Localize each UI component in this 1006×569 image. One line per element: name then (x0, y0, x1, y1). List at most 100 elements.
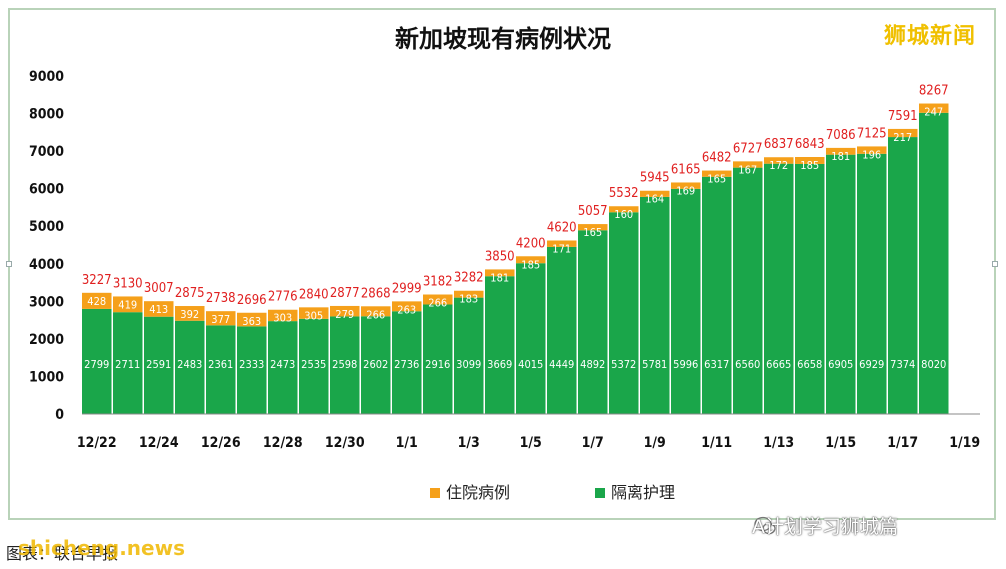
data-label-total: 3282 (454, 271, 484, 286)
data-label-hospital: 377 (211, 313, 230, 326)
data-label-isolation: 5372 (611, 358, 636, 371)
data-label-total: 4620 (547, 220, 577, 235)
data-label-isolation: 4015 (518, 358, 543, 371)
y-tick-label: 5000 (29, 219, 64, 235)
data-label-isolation: 2473 (270, 358, 295, 371)
bar-hospital (113, 296, 143, 313)
bar-isolation (764, 163, 794, 414)
bar-isolation (392, 311, 422, 414)
data-label-hospital: 172 (769, 159, 788, 172)
bar-isolation (113, 312, 143, 414)
data-label-isolation: 7374 (890, 358, 915, 371)
data-label-isolation: 6929 (859, 358, 884, 371)
data-label-isolation: 3099 (456, 358, 481, 371)
y-tick-label: 7000 (29, 144, 64, 160)
data-label-isolation: 2916 (425, 358, 450, 371)
bar-hospital (330, 305, 360, 317)
chart-title: 新加坡现有病例状况 (395, 25, 611, 53)
data-label-hospital: 363 (242, 315, 261, 328)
footer-url-watermark: shicheng.news (18, 536, 185, 560)
bar-hospital (640, 190, 670, 197)
x-tick-label: 12/22 (77, 435, 117, 451)
footer-caption: 图表：联合早报 (6, 544, 119, 563)
bar-isolation (888, 137, 918, 414)
resize-handle-left[interactable] (6, 261, 12, 267)
data-label-hospital: 413 (149, 303, 168, 316)
legend-swatch (595, 488, 605, 498)
data-label-total: 5057 (578, 204, 608, 219)
bar-isolation (702, 176, 732, 414)
bar-isolation (733, 167, 763, 414)
data-label-isolation: 2598 (332, 358, 357, 371)
bar-isolation (485, 276, 515, 414)
data-label-total: 4200 (516, 236, 546, 251)
data-label-total: 2696 (237, 293, 267, 308)
data-label-isolation: 6317 (704, 358, 729, 371)
data-label-total: 2999 (392, 281, 422, 296)
data-label-total: 6482 (702, 151, 732, 166)
bar-hospital (919, 103, 949, 113)
data-label-isolation: 5781 (642, 358, 667, 371)
data-label-hospital: 419 (118, 298, 137, 311)
data-label-total: 2877 (330, 286, 360, 301)
data-label-total: 3182 (423, 274, 453, 289)
data-label-isolation: 2602 (363, 358, 388, 371)
data-label-isolation: 6905 (828, 358, 853, 371)
y-tick-label: 6000 (29, 182, 64, 198)
bar-hospital (423, 294, 453, 305)
data-label-isolation: 2799 (84, 358, 109, 371)
x-tick-label: 1/15 (825, 435, 856, 451)
data-label-total: 2840 (299, 287, 329, 302)
bar-hospital (82, 292, 112, 309)
data-label-hospital: 183 (459, 293, 478, 306)
data-label-isolation: 2535 (301, 358, 326, 371)
bar-isolation (175, 320, 205, 414)
bar-hospital (516, 256, 546, 264)
data-label-total: 3227 (82, 273, 112, 288)
bar-isolation (671, 188, 701, 414)
legend-label: 住院病例 (446, 483, 510, 502)
data-label-hospital: 171 (552, 242, 571, 255)
x-tick-label: 12/26 (201, 435, 241, 451)
bar-hospital (299, 307, 329, 319)
bar-isolation (206, 325, 236, 414)
data-label-isolation: 4892 (580, 358, 605, 371)
data-label-hospital: 164 (645, 193, 664, 206)
data-label-isolation: 2483 (177, 358, 202, 371)
data-label-isolation: 6665 (766, 358, 791, 371)
data-label-total: 8267 (919, 84, 949, 99)
y-tick-label: 8000 (29, 107, 64, 123)
bar-isolation (237, 326, 267, 414)
bar-hospital (206, 311, 236, 326)
data-label-isolation: 6658 (797, 358, 822, 371)
data-label-hospital: 185 (800, 159, 819, 172)
bar-hospital (485, 269, 515, 277)
data-label-hospital: 428 (87, 295, 106, 308)
data-label-isolation: 2711 (115, 358, 140, 371)
bar-isolation (299, 318, 329, 414)
data-label-hospital: 266 (428, 296, 447, 309)
bar-isolation (423, 304, 453, 414)
data-label-hospital: 247 (924, 106, 943, 119)
resize-handle-right[interactable] (992, 261, 998, 267)
data-label-hospital: 279 (335, 308, 354, 321)
data-label-isolation: 2333 (239, 358, 264, 371)
data-label-hospital: 217 (893, 131, 912, 144)
bar-isolation (640, 196, 670, 414)
data-label-isolation: 2736 (394, 358, 419, 371)
x-tick-label: 1/17 (887, 435, 918, 451)
data-label-hospital: 165 (583, 226, 602, 239)
data-label-total: 7086 (826, 128, 856, 143)
data-label-isolation: 5996 (673, 358, 698, 371)
x-tick-label: 1/13 (763, 435, 794, 451)
x-tick-label: 1/7 (582, 435, 604, 451)
bar-isolation (361, 316, 391, 414)
data-label-total: 5945 (640, 171, 670, 186)
data-label-hospital: 181 (831, 150, 850, 163)
y-tick-label: 2000 (29, 332, 64, 348)
data-label-hospital: 160 (614, 208, 633, 221)
bar-hospital (392, 301, 422, 312)
bar-hospital (237, 312, 267, 327)
data-label-total: 7591 (888, 109, 918, 124)
data-label-total: 3007 (144, 281, 174, 296)
